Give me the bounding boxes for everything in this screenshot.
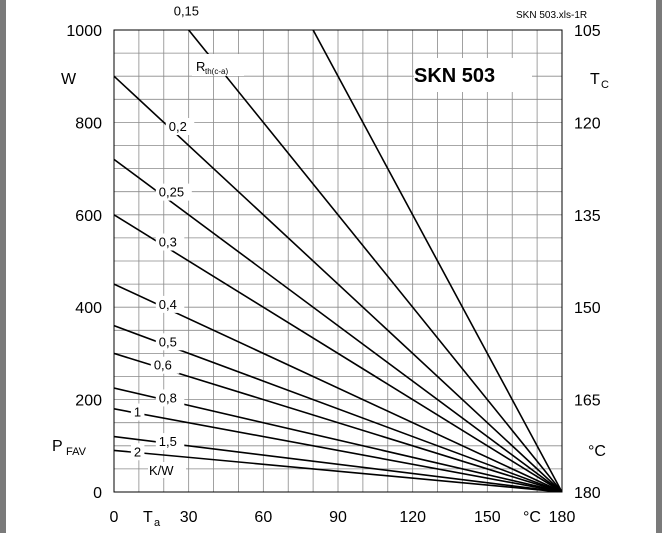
series-label-text: 0,25 xyxy=(159,185,184,200)
series-label: 0,4 xyxy=(155,295,185,313)
series-label: 0,6 xyxy=(150,356,180,374)
series-line xyxy=(187,30,562,492)
series-line xyxy=(312,30,562,492)
param-label: R th(c-a) xyxy=(192,54,244,76)
right-tick-label: 120 xyxy=(574,115,601,132)
x-tick-label: 90 xyxy=(329,509,347,526)
series-label-background xyxy=(155,295,185,313)
series-label-text: 2 xyxy=(134,444,141,459)
series-label: 0,2 xyxy=(165,118,195,136)
right-axis-title: T C xyxy=(590,71,609,91)
x-tick-label: 150 xyxy=(474,509,501,526)
series-label: 2 xyxy=(130,443,145,461)
y-tick-label: 1000 xyxy=(66,23,102,40)
series-label-text: 0,8 xyxy=(159,390,177,405)
series-label-text: 0,6 xyxy=(154,358,172,373)
right-tick-label: 150 xyxy=(574,300,601,317)
series-label-text: 0,4 xyxy=(159,297,177,312)
series-label-text: 1,5 xyxy=(159,434,177,449)
y-tick-label: 0 xyxy=(93,485,102,502)
right-tick-label: 105 xyxy=(574,23,601,40)
series-label-background xyxy=(155,389,185,407)
left-axis-title-main: P xyxy=(52,438,63,455)
y-tick-label: 800 xyxy=(75,115,102,132)
x-axis-title: T a xyxy=(143,509,161,529)
series-label-text: 0,15 xyxy=(174,4,199,19)
left-y-ticks: 0 200 400 600 800 1000 xyxy=(66,23,102,502)
x-axis-title-main: T xyxy=(143,509,153,526)
series-label: 0,5 xyxy=(155,333,185,351)
series-label: 0,25 xyxy=(155,183,192,201)
series-line xyxy=(114,408,562,492)
right-axis-title-sub: C xyxy=(601,79,609,91)
series-label-background xyxy=(130,403,145,421)
series-label: 1 xyxy=(130,403,145,421)
series-label: 0,3 xyxy=(155,233,185,251)
series-line xyxy=(114,387,562,492)
left-unit: W xyxy=(61,71,77,88)
series-label: 1,5 xyxy=(155,433,185,451)
right-y-ticks: 180 165 150 135 120 105 xyxy=(574,23,601,502)
series-label-text: 0,2 xyxy=(169,119,187,134)
series-label-text: 0,5 xyxy=(159,334,177,349)
param-label-background xyxy=(192,54,244,76)
series-line xyxy=(114,214,562,492)
series-label: 0,8 xyxy=(155,389,185,407)
x-tick-label: 30 xyxy=(180,509,198,526)
series-line xyxy=(114,449,562,492)
series-label-background xyxy=(155,433,185,451)
curves xyxy=(114,30,562,492)
series-line xyxy=(114,435,562,492)
curve-labels: 0,10,150,20,250,30,40,50,60,811,52 xyxy=(130,2,207,461)
right-tick-label: 180 xyxy=(574,485,601,502)
series-line xyxy=(114,75,562,492)
left-axis-title: P FAV xyxy=(46,432,106,458)
left-axis-title-sub: FAV xyxy=(66,446,87,458)
x-axis-title-sub: a xyxy=(154,517,161,529)
series-label-background xyxy=(155,233,185,251)
param-unit: K/W xyxy=(149,463,174,478)
param-label-sub: th(c-a) xyxy=(205,67,228,76)
y-tick-label: 200 xyxy=(75,393,102,410)
series-line xyxy=(114,352,562,492)
chart-svg: 0,10,150,20,250,30,40,50,60,811,52 02004… xyxy=(46,2,609,529)
title-background xyxy=(414,58,532,92)
series-label-background xyxy=(155,333,185,351)
param-label-main: R xyxy=(196,59,205,74)
series-label-background xyxy=(155,183,192,201)
series-line xyxy=(114,324,562,492)
series-line xyxy=(114,158,562,492)
right-tick-label: 165 xyxy=(574,393,601,410)
series-label-background xyxy=(170,2,207,20)
series-label-text: 0,3 xyxy=(159,235,177,250)
x-ticks: 0 30 60 90 120 150 180 xyxy=(110,509,576,526)
y-tick-label: 600 xyxy=(75,208,102,225)
series-label-background xyxy=(150,356,180,374)
y-tick-label: 400 xyxy=(75,300,102,317)
plot-border xyxy=(113,29,563,493)
left-axis-title-background xyxy=(46,432,106,458)
series-label: 0,15 xyxy=(170,2,207,20)
x-tick-label: 0 xyxy=(110,509,119,526)
right-unit: °C xyxy=(588,443,606,460)
series-label-text: 1 xyxy=(134,405,141,420)
x-tick-label: 120 xyxy=(399,509,426,526)
chart-title: SKN 503 xyxy=(414,65,495,87)
x-tick-label: 180 xyxy=(549,509,576,526)
file-label: SKN 503.xls-1R xyxy=(516,10,587,21)
param-unit-background xyxy=(148,462,186,478)
series-label-background xyxy=(165,118,195,136)
chart-frame: 0,10,150,20,250,30,40,50,60,811,52 02004… xyxy=(6,0,656,533)
right-tick-label: 135 xyxy=(574,208,601,225)
series-line xyxy=(114,283,562,492)
x-unit: °C xyxy=(523,509,541,526)
series-label-background xyxy=(130,443,145,461)
x-tick-label: 60 xyxy=(254,509,272,526)
right-axis-title-main: T xyxy=(590,71,600,88)
